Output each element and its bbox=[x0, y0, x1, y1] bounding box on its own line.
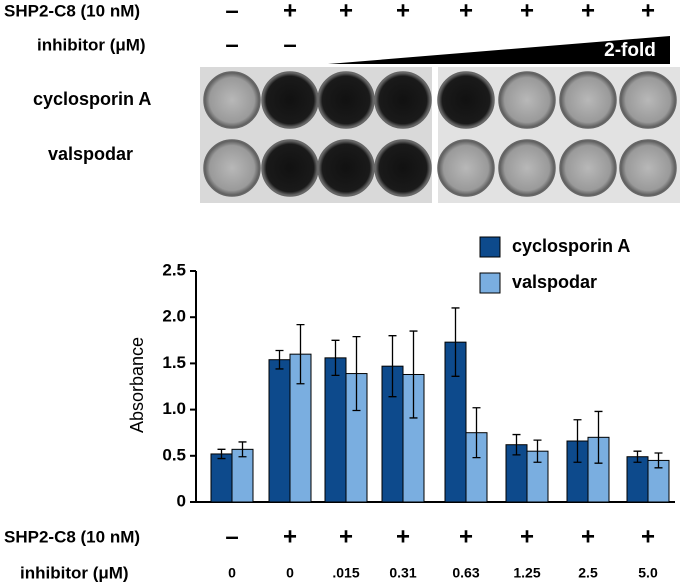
sign: + bbox=[396, 0, 410, 24]
well bbox=[498, 139, 556, 197]
error-bar bbox=[633, 450, 642, 463]
sign: + bbox=[520, 0, 534, 24]
inhibitor-row-label: inhibitor (μM) bbox=[20, 563, 129, 582]
error-bar bbox=[533, 439, 542, 463]
bar bbox=[210, 453, 233, 503]
error-bar bbox=[296, 323, 305, 385]
bar bbox=[268, 359, 291, 503]
well bbox=[374, 71, 432, 129]
x-tick-label: 0.31 bbox=[389, 565, 416, 581]
well bbox=[619, 71, 677, 129]
sign: + bbox=[396, 523, 410, 550]
sign: + bbox=[283, 0, 297, 24]
bar bbox=[324, 357, 347, 503]
y-tick-label: 1.0 bbox=[162, 399, 186, 418]
error-bar bbox=[409, 330, 418, 419]
row-label: valspodar bbox=[48, 144, 133, 164]
error-bar bbox=[238, 441, 247, 458]
sign: – bbox=[225, 0, 238, 24]
sign: + bbox=[339, 523, 353, 550]
y-tick-label: 2.0 bbox=[162, 307, 186, 326]
x-tick-label: 1.25 bbox=[513, 565, 540, 581]
well bbox=[498, 71, 556, 129]
well bbox=[559, 71, 617, 129]
sign: + bbox=[520, 523, 534, 550]
gradient-triangle bbox=[328, 36, 670, 64]
error-bar bbox=[594, 410, 603, 464]
error-bar bbox=[217, 448, 226, 460]
error-bar bbox=[472, 407, 481, 459]
sign: + bbox=[641, 523, 655, 550]
sign: + bbox=[581, 0, 595, 24]
sign: + bbox=[459, 0, 473, 24]
sign: – bbox=[225, 523, 238, 550]
gradient-label: 2-fold bbox=[604, 40, 656, 61]
legend-label: cyclosporin A bbox=[512, 236, 630, 256]
well bbox=[437, 71, 495, 129]
shp2-label: SHP2-C8 (10 nM) bbox=[4, 1, 140, 20]
error-bar bbox=[388, 335, 397, 398]
x-tick-label: .015 bbox=[332, 565, 359, 581]
well bbox=[261, 71, 319, 129]
well bbox=[619, 139, 677, 197]
y-tick-label: 2.5 bbox=[162, 260, 186, 279]
sign: + bbox=[283, 523, 297, 550]
error-bar bbox=[331, 339, 340, 377]
error-bar bbox=[451, 307, 460, 377]
well bbox=[261, 139, 319, 197]
y-tick-label: 0 bbox=[177, 491, 186, 510]
legend-label: valspodar bbox=[512, 272, 597, 292]
error-bar bbox=[573, 419, 582, 463]
x-tick-label: 0 bbox=[286, 565, 294, 581]
error-bar bbox=[275, 349, 284, 370]
x-tick-label: 0 bbox=[228, 565, 236, 581]
bar bbox=[626, 456, 649, 503]
sign: – bbox=[283, 31, 296, 58]
shp2-row-label: SHP2-C8 (10 nM) bbox=[4, 527, 140, 546]
row-label: cyclosporin A bbox=[33, 89, 151, 109]
error-bar bbox=[654, 452, 663, 469]
well bbox=[203, 71, 261, 129]
y-tick-label: 0.5 bbox=[162, 445, 186, 464]
error-bar bbox=[512, 433, 521, 456]
sign: + bbox=[339, 0, 353, 24]
error-bar bbox=[352, 335, 361, 412]
well bbox=[374, 139, 432, 197]
legend-swatch bbox=[479, 272, 501, 294]
well bbox=[317, 139, 375, 197]
x-tick-label: 2.5 bbox=[578, 565, 598, 581]
y-axis-label: Absorbance bbox=[127, 337, 147, 433]
inhibitor-label: inhibitor (μM) bbox=[37, 35, 146, 54]
well bbox=[203, 139, 261, 197]
sign: – bbox=[225, 31, 238, 58]
well bbox=[317, 71, 375, 129]
legend-swatch bbox=[479, 236, 501, 258]
sign: + bbox=[459, 523, 473, 550]
y-tick-label: 1.5 bbox=[162, 353, 186, 372]
sign: + bbox=[641, 0, 655, 24]
sign: + bbox=[581, 523, 595, 550]
x-tick-label: 5.0 bbox=[638, 565, 658, 581]
well bbox=[437, 139, 495, 197]
well bbox=[559, 139, 617, 197]
x-tick-label: 0.63 bbox=[452, 565, 479, 581]
